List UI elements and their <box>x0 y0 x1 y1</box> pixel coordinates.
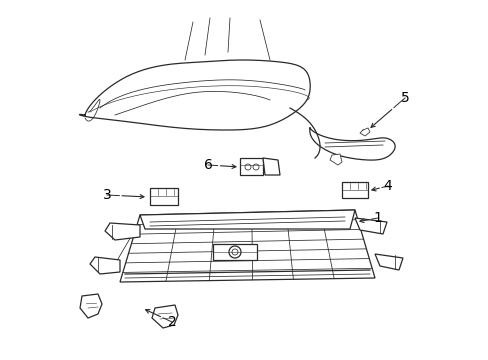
Polygon shape <box>213 244 257 260</box>
Polygon shape <box>140 210 354 229</box>
Text: 1: 1 <box>373 211 382 225</box>
Polygon shape <box>120 210 374 282</box>
Text: 6: 6 <box>203 158 212 172</box>
Polygon shape <box>105 223 140 240</box>
Polygon shape <box>374 254 402 270</box>
Polygon shape <box>150 188 178 205</box>
Polygon shape <box>354 218 386 234</box>
Text: 2: 2 <box>167 315 176 329</box>
Text: 3: 3 <box>102 188 111 202</box>
Polygon shape <box>263 158 280 175</box>
Polygon shape <box>90 257 120 274</box>
Polygon shape <box>152 305 178 328</box>
Polygon shape <box>341 182 367 198</box>
Polygon shape <box>240 158 263 175</box>
Polygon shape <box>309 128 394 160</box>
Text: 5: 5 <box>400 91 408 105</box>
Polygon shape <box>80 294 102 318</box>
Polygon shape <box>80 60 309 130</box>
Text: 4: 4 <box>383 179 391 193</box>
Polygon shape <box>329 154 341 165</box>
